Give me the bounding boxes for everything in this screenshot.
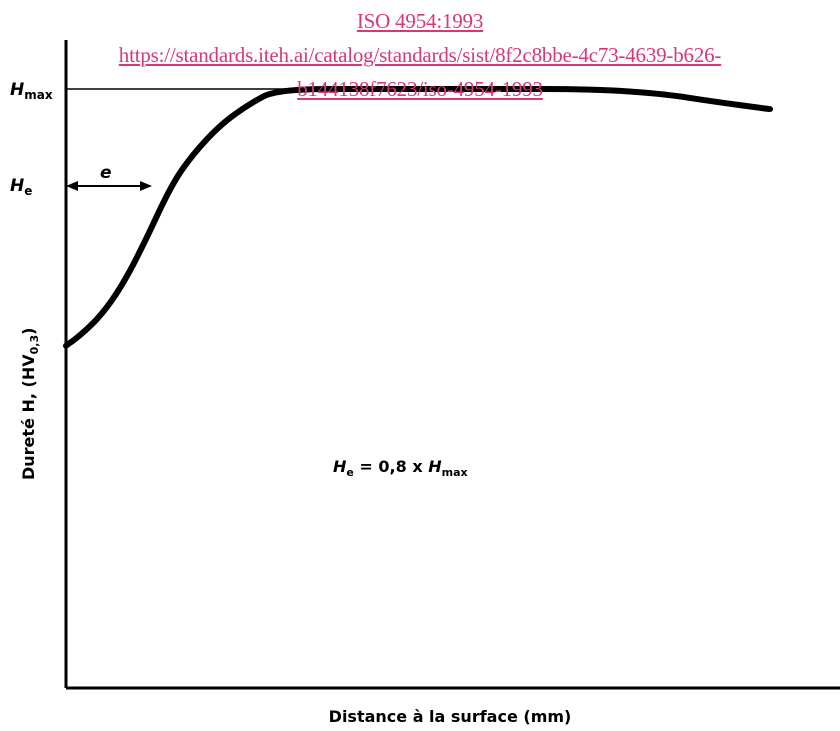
hmax-label: Hmax <box>10 80 53 102</box>
y-axis-label: Dureté H, (HV0,3) <box>19 328 41 480</box>
hmax-label-sub: max <box>24 88 53 102</box>
e-arrowhead-right <box>140 181 152 191</box>
x-axis-label: Distance à la surface (mm) <box>329 707 572 726</box>
y-axis-label-close: ) <box>19 328 38 335</box>
he-label: He <box>10 176 32 198</box>
watermark-line-1[interactable]: ISO 4954:1993 <box>356 9 484 33</box>
he-label-base: H <box>10 176 24 196</box>
y-axis-label-sub: 0,3 <box>28 335 41 355</box>
formula-left-sub: e <box>346 466 353 479</box>
formula-middle: = 0,8 x <box>354 457 428 476</box>
watermark-line-2[interactable]: https://standards.iteh.ai/catalog/standa… <box>118 43 722 67</box>
he-label-sub: e <box>24 184 32 198</box>
y-axis-label-main: Dureté H, (HV <box>19 354 38 480</box>
e-arrowhead-left <box>66 181 78 191</box>
formula-left-base: H <box>333 457 347 476</box>
watermark-line-3[interactable]: b144138f7623/iso-4954-1993 <box>297 77 543 101</box>
formula-annotation: He = 0,8 x Hmax <box>333 457 468 479</box>
hardness-curve <box>63 85 773 349</box>
hmax-label-base: H <box>10 80 24 100</box>
e-label: e <box>100 163 112 183</box>
formula-right-base: H <box>428 457 442 476</box>
formula-right-sub: max <box>442 466 468 479</box>
